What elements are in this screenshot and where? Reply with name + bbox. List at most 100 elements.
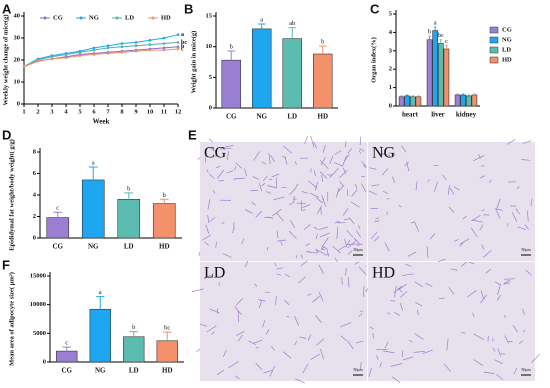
y-tick-label: 10 bbox=[206, 43, 213, 50]
error-bar bbox=[288, 27, 297, 39]
tissue-membranes bbox=[197, 135, 367, 268]
point bbox=[120, 51, 124, 54]
y-tick-label: 10000 bbox=[30, 301, 46, 308]
group-label: CG bbox=[204, 145, 227, 162]
point bbox=[162, 36, 166, 40]
bar bbox=[471, 94, 478, 107]
x-tick-label: 7 bbox=[106, 108, 110, 115]
panel-label: C bbox=[370, 1, 380, 16]
y-tick-label: 30 bbox=[14, 34, 21, 41]
x-tick-label: 6 bbox=[92, 108, 96, 115]
bar bbox=[443, 48, 450, 107]
bar bbox=[46, 217, 70, 239]
point bbox=[176, 45, 180, 49]
y-tick-label: 10 bbox=[14, 78, 21, 85]
sig-label: bc bbox=[181, 40, 187, 46]
bar bbox=[426, 39, 433, 107]
error-bar bbox=[53, 211, 63, 218]
error-bar bbox=[428, 35, 431, 40]
line bbox=[23, 34, 179, 68]
error-bar bbox=[456, 93, 459, 95]
panel-label: E bbox=[188, 127, 197, 142]
point bbox=[106, 44, 110, 47]
y-tick-label: 8 bbox=[33, 148, 37, 155]
error-bar bbox=[96, 296, 105, 310]
panel-label: A bbox=[2, 1, 12, 16]
sig-label: b bbox=[132, 324, 135, 331]
legend-label: NG bbox=[89, 14, 99, 21]
sig-label: b bbox=[321, 39, 324, 46]
x-tick-label: 9 bbox=[134, 108, 138, 115]
x-tick-label: 8 bbox=[120, 108, 124, 115]
scale-bar-label: 50μm bbox=[353, 367, 363, 372]
legend-marker bbox=[151, 16, 155, 20]
sig-label: ab bbox=[289, 20, 295, 27]
bar bbox=[404, 95, 411, 107]
point bbox=[176, 33, 180, 36]
x-tick-label: CG bbox=[53, 243, 64, 251]
sig-label: b bbox=[428, 29, 431, 36]
sig-label: bc bbox=[438, 32, 444, 39]
sig-label: b bbox=[230, 43, 233, 50]
scale-bar-label: 50μm bbox=[521, 367, 531, 372]
x-tick-label: liver bbox=[431, 111, 445, 119]
legend-label: LD bbox=[125, 14, 134, 21]
panel-label: F bbox=[2, 257, 10, 272]
group-label: NG bbox=[372, 145, 396, 162]
error-bar bbox=[411, 95, 414, 97]
legend-label: LD bbox=[502, 46, 511, 53]
sig-label: c bbox=[56, 205, 59, 212]
point bbox=[176, 41, 180, 44]
y-tick-label: 20 bbox=[14, 56, 21, 63]
error-bar bbox=[400, 95, 403, 97]
x-tick-label: HD bbox=[318, 113, 329, 121]
x-tick-label: heart bbox=[402, 111, 419, 119]
y-tick-label: 5 bbox=[389, 10, 393, 17]
y-axis-label: Weekly weight change of mice(g) bbox=[2, 15, 9, 106]
micrograph bbox=[200, 262, 367, 381]
x-tick-label: 12 bbox=[175, 108, 182, 115]
bar bbox=[460, 94, 467, 107]
point bbox=[148, 48, 152, 52]
legend-marker bbox=[115, 16, 119, 20]
point bbox=[78, 54, 82, 57]
point bbox=[64, 53, 68, 56]
x-tick-label: LD bbox=[129, 367, 139, 375]
y-tick-label: 3 bbox=[389, 47, 393, 54]
bar bbox=[398, 96, 405, 107]
point bbox=[106, 52, 110, 55]
y-tick-label: 2 bbox=[389, 66, 392, 73]
point bbox=[134, 41, 138, 44]
y-tick-label: 4 bbox=[33, 191, 37, 198]
error-bar bbox=[473, 93, 476, 95]
point bbox=[50, 55, 54, 58]
scale-bar-label: 50μm bbox=[353, 247, 363, 252]
bar bbox=[312, 53, 333, 109]
x-tick-label: HD bbox=[159, 243, 170, 251]
legend-swatch bbox=[489, 46, 499, 54]
x-tick-label: NG bbox=[95, 367, 106, 375]
legend-marker bbox=[43, 16, 47, 20]
error-bar bbox=[445, 44, 448, 49]
error-bar bbox=[129, 331, 138, 337]
error-bar bbox=[318, 45, 327, 55]
error-bar bbox=[124, 192, 134, 200]
bar bbox=[409, 96, 416, 107]
point bbox=[134, 44, 138, 47]
sig-label: c bbox=[181, 46, 184, 52]
error-bar bbox=[227, 50, 236, 61]
tissue-membranes bbox=[191, 260, 369, 384]
y-axis-label: Organ index(%) bbox=[370, 37, 377, 83]
micrograph bbox=[200, 142, 367, 261]
point bbox=[50, 57, 54, 61]
sig-label: c bbox=[65, 340, 68, 347]
legend-label: NG bbox=[502, 36, 512, 43]
bar bbox=[81, 179, 105, 239]
legend-label: CG bbox=[502, 26, 512, 33]
x-tick-label: kidney bbox=[456, 111, 477, 119]
point bbox=[92, 48, 96, 52]
x-tick-label: 4 bbox=[64, 108, 68, 115]
x-tick-label: LD bbox=[124, 243, 134, 251]
bar bbox=[437, 43, 444, 107]
